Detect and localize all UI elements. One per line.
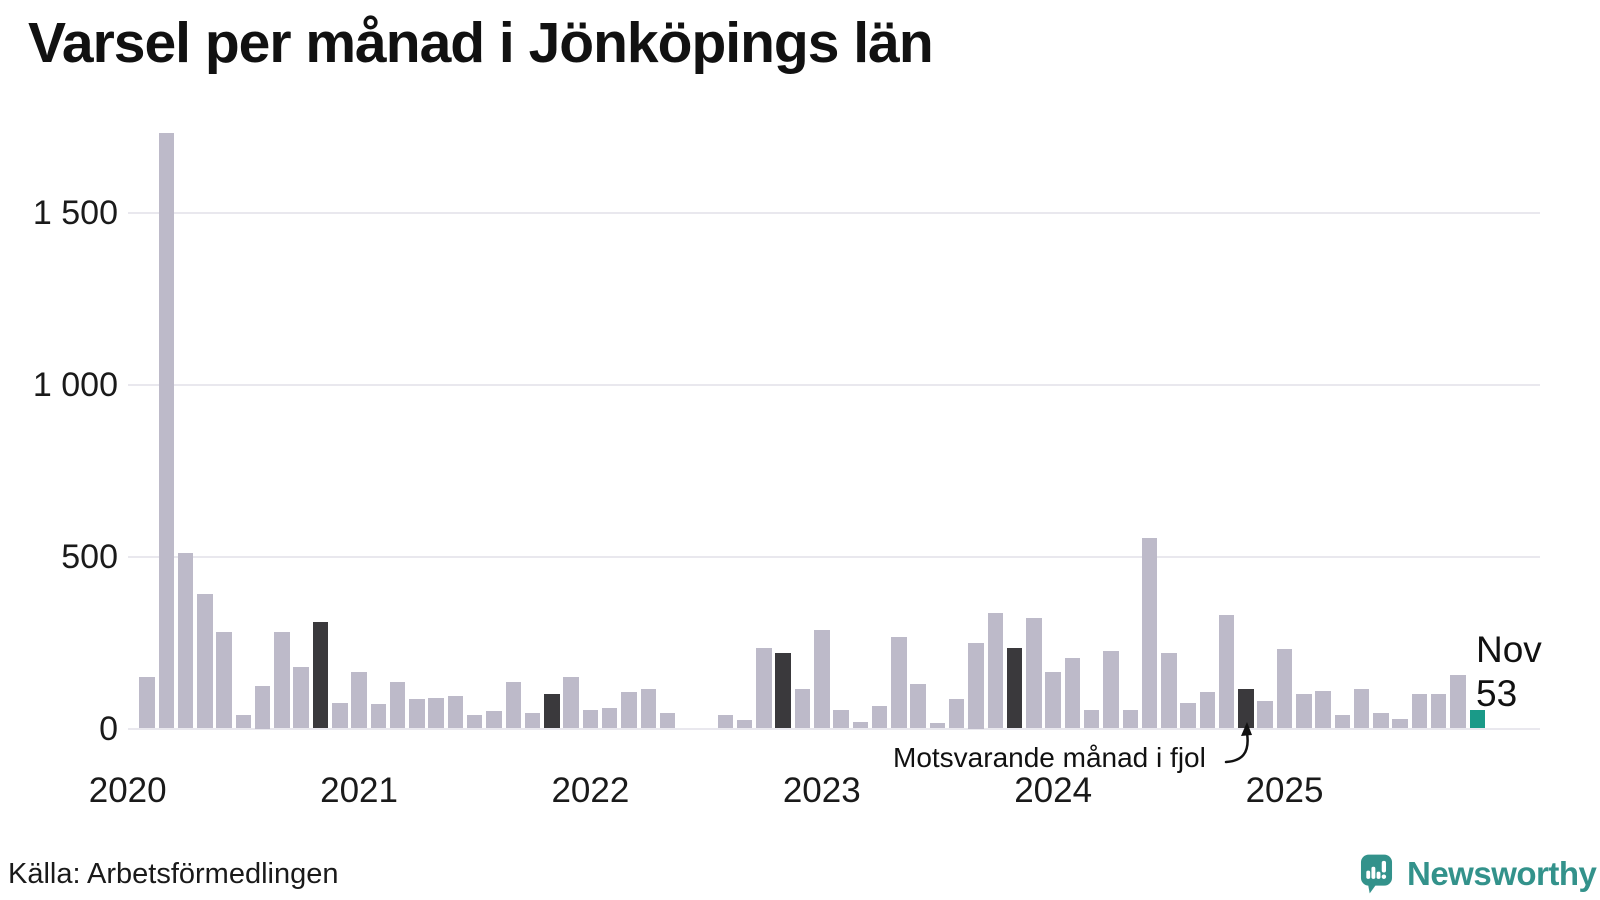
y-axis-tick-label: 1 000 <box>32 365 118 404</box>
bar-2025-11 <box>1469 710 1486 729</box>
bar-2020-04 <box>177 553 194 729</box>
bar-2023-08 <box>948 699 965 729</box>
bar-2021-01 <box>351 671 367 729</box>
gridline-0 <box>128 727 1540 730</box>
bar-2023-05 <box>891 637 907 729</box>
bar-2024-01 <box>1045 671 1061 729</box>
bar-2024-06 <box>1141 537 1158 729</box>
bar-2021-06 <box>447 695 464 729</box>
bar-2020-11 <box>312 621 329 729</box>
bar-2021-10 <box>524 713 541 729</box>
bar-2025-09 <box>1430 694 1447 729</box>
bar-2024-11 <box>1238 688 1254 729</box>
fjol-annotation-arrow-icon <box>1224 722 1252 764</box>
chart-title: Varsel per månad i Jönköpings län <box>28 11 934 75</box>
bar-2021-07 <box>466 714 483 729</box>
bar-2021-09 <box>505 682 522 729</box>
bar-2022-02 <box>601 707 618 729</box>
bar-2024-04 <box>1103 651 1119 729</box>
bar-2020-10 <box>293 666 309 729</box>
bar-2020-03 <box>158 133 174 729</box>
bar-2024-02 <box>1064 657 1081 729</box>
bar-2020-06 <box>216 632 232 729</box>
bar-2022-11 <box>775 652 791 729</box>
current-month-callout: Nov 53 <box>1476 628 1542 716</box>
bar-2020-05 <box>197 594 213 729</box>
x-axis-year-label-2024: 2024 <box>1014 771 1093 810</box>
bar-2022-10 <box>756 647 772 729</box>
bar-2023-04 <box>871 706 888 729</box>
bar-2025-06 <box>1373 713 1389 729</box>
x-axis-year-label-2025: 2025 <box>1245 771 1324 810</box>
bar-2020-07 <box>235 714 252 729</box>
bar-2022-01 <box>582 709 599 729</box>
bar-2025-04 <box>1334 714 1351 729</box>
y-axis-tick-label: 0 <box>99 709 118 748</box>
bar-2021-02 <box>370 704 387 729</box>
bar-2024-10 <box>1218 614 1235 729</box>
x-axis-year-label-2023: 2023 <box>782 771 861 810</box>
current-month-value: 53 <box>1476 673 1518 714</box>
bar-2021-03 <box>389 682 406 729</box>
bar-2020-08 <box>254 685 271 729</box>
bar-2025-02 <box>1296 694 1312 729</box>
bar-2023-02 <box>833 709 849 729</box>
bar-2022-12 <box>794 688 811 729</box>
bar-2022-03 <box>621 692 637 729</box>
bar-2023-06 <box>910 683 926 729</box>
bar-2020-09 <box>274 632 290 729</box>
y-axis-tick-label: 500 <box>61 537 118 576</box>
newsworthy-bubble-icon <box>1360 854 1393 894</box>
bar-2021-08 <box>486 711 502 729</box>
bar-2021-11 <box>544 694 560 729</box>
bar-2023-11 <box>1006 647 1023 729</box>
bar-2022-08 <box>717 714 734 729</box>
bar-2024-03 <box>1083 709 1100 729</box>
fjol-annotation-label: Motsvarande månad i fjol <box>893 742 1206 773</box>
bar-2025-07 <box>1392 718 1408 729</box>
x-axis-year-label-2022: 2022 <box>551 771 630 810</box>
bar-2024-08 <box>1180 702 1196 729</box>
bar-2024-12 <box>1257 700 1273 729</box>
bar-2021-05 <box>428 697 444 729</box>
gridline-1000 <box>128 383 1540 386</box>
x-axis-year-label-2021: 2021 <box>320 771 398 810</box>
bar-2024-07 <box>1161 652 1177 729</box>
bar-2023-01 <box>814 630 830 729</box>
bar-2023-07 <box>929 723 946 729</box>
newsworthy-wordmark: Newsworthy <box>1407 855 1597 892</box>
gridline-500 <box>128 555 1540 558</box>
source-label: Källa: Arbetsförmedlingen <box>8 858 339 890</box>
bar-2024-09 <box>1199 692 1216 729</box>
y-axis-tick-label: 1 500 <box>32 193 118 232</box>
bar-2022-05 <box>659 713 676 729</box>
bar-2020-02 <box>139 676 155 729</box>
bar-2025-01 <box>1276 649 1293 729</box>
bar-2022-04 <box>640 688 656 729</box>
newsworthy-logo: Newsworthy <box>1360 852 1597 896</box>
bar-2024-05 <box>1122 709 1138 729</box>
bar-2023-10 <box>987 613 1004 729</box>
bar-2020-12 <box>332 702 348 729</box>
bar-2023-09 <box>968 642 984 729</box>
gridline-1500 <box>128 211 1540 214</box>
bar-2025-03 <box>1315 690 1331 729</box>
bar-2023-03 <box>852 721 869 729</box>
current-month-name: Nov <box>1476 629 1542 670</box>
bar-2023-12 <box>1026 618 1042 729</box>
x-axis-year-label-2020: 2020 <box>88 771 167 810</box>
bar-2021-04 <box>409 699 425 729</box>
bar-2022-09 <box>736 719 753 729</box>
bar-2025-05 <box>1353 688 1370 729</box>
bar-2025-08 <box>1411 694 1428 729</box>
bar-2025-10 <box>1450 675 1466 729</box>
bar-2021-12 <box>563 676 579 729</box>
